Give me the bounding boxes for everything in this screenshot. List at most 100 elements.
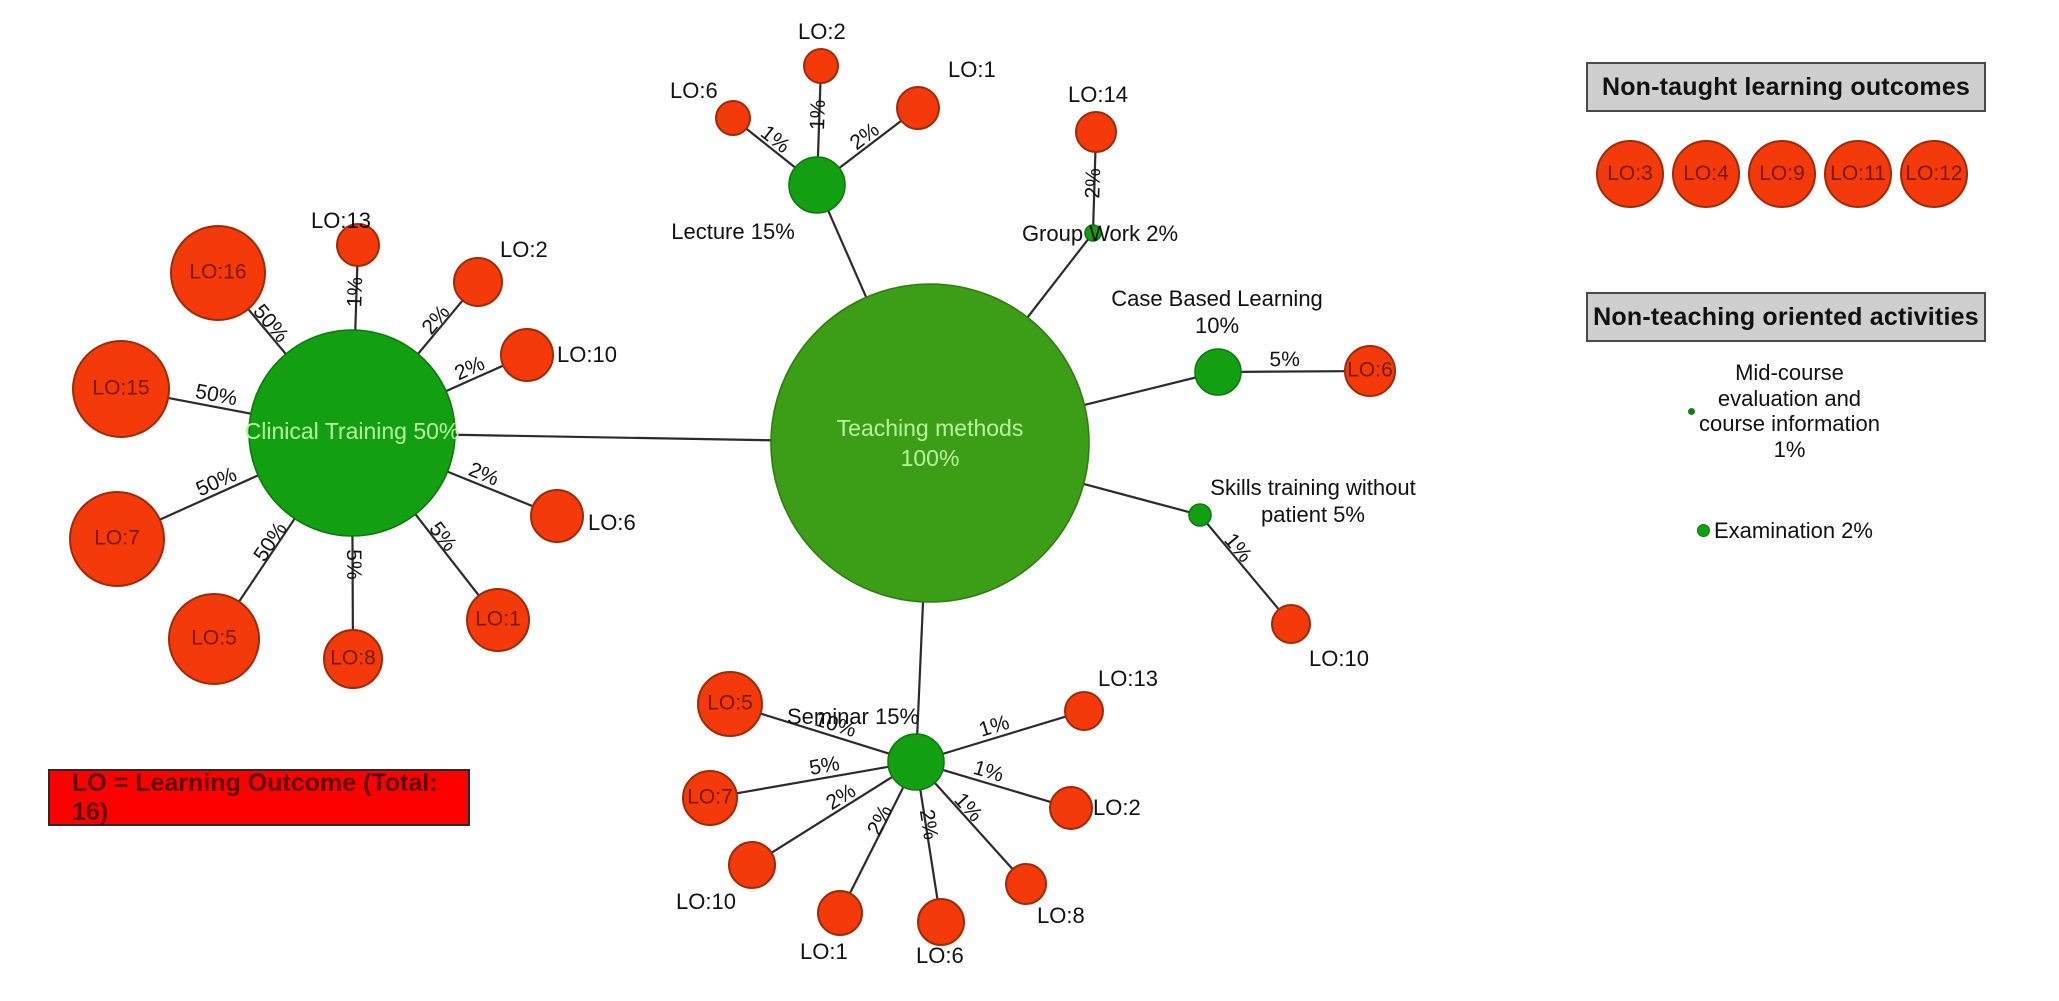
- edge-clinical-training-to-leaf: [167, 396, 252, 415]
- leaf-label-LO-5: LO:5: [191, 627, 237, 650]
- leaf-label-LO-2: LO:2: [798, 19, 846, 44]
- edge-root-to-case-based-learning: [1084, 376, 1196, 407]
- leaf-label-LO-16: LO:16: [189, 261, 246, 284]
- node-leaf-LO-1[interactable]: [817, 890, 863, 936]
- node-teaching-methods-label: Teaching methods: [837, 415, 1024, 441]
- lo-legend-label: LO = Learning Outcome (Total: 16): [72, 768, 438, 826]
- activity-examination-label: Examination 2%: [1714, 518, 1873, 543]
- leaf-label-LO-8: LO:8: [330, 647, 376, 670]
- leaf-label-LO-1: LO:1: [948, 57, 996, 82]
- leaf-label-LO-6: LO:6: [916, 943, 964, 968]
- node-clinical-training[interactable]: [248, 329, 456, 537]
- examination-marker-icon: [1697, 524, 1710, 538]
- leaf-label-LO-2: LO:2: [1093, 795, 1141, 820]
- node-case-based-learning-label: 10%: [1195, 313, 1239, 338]
- leaf-label-LO-13: LO:13: [1098, 666, 1158, 691]
- leaf-label-LO-13: LO:13: [311, 208, 371, 233]
- node-leaf-LO-7[interactable]: [682, 770, 738, 826]
- leaf-label-LO-1: LO:1: [475, 608, 521, 631]
- node-leaf-LO-6[interactable]: [715, 100, 751, 136]
- leaf-label-LO-14: LO:14: [1068, 82, 1128, 107]
- node-leaf-LO-7[interactable]: [69, 491, 165, 587]
- edge-percent-label: 2%: [451, 352, 488, 385]
- edge-lecture-to-leaf: [838, 119, 902, 169]
- node-leaf-LO-15[interactable]: [72, 340, 170, 438]
- node-leaf-LO-2[interactable]: [1049, 786, 1093, 830]
- node-lecture[interactable]: [788, 156, 846, 214]
- edge-seminar-to-leaf: [919, 789, 939, 900]
- edge-clinical-training-to-leaf: [447, 470, 534, 508]
- node-leaf-LO-6[interactable]: [530, 489, 584, 543]
- node-leaf-LO-6[interactable]: [1344, 345, 1396, 397]
- edge-percent-label: 2%: [915, 808, 942, 842]
- node-skills-training[interactable]: [1188, 503, 1212, 527]
- node-leaf-LO-5[interactable]: [697, 671, 763, 737]
- leaf-label-LO-7: LO:7: [687, 786, 733, 809]
- node-leaf-LO-13[interactable]: [336, 223, 380, 267]
- node-skills-training-label: patient 5%: [1261, 502, 1365, 527]
- panel-header-non-teaching: Non-teaching oriented activities: [1586, 292, 1986, 342]
- edge-case-based-learning-to-leaf: [1240, 370, 1346, 373]
- node-case-based-learning[interactable]: [1194, 348, 1242, 396]
- edge-seminar-to-leaf: [770, 775, 893, 854]
- node-leaf-LO-16[interactable]: [170, 225, 266, 321]
- node-leaf-LO-10[interactable]: [1271, 604, 1311, 644]
- edge-percent-label: 2%: [822, 779, 860, 815]
- edge-clinical-training-to-leaf: [414, 513, 480, 597]
- edge-percent-label: 50%: [248, 300, 293, 347]
- node-leaf-LO-10[interactable]: [500, 328, 554, 382]
- node-leaf-LO-13[interactable]: [1064, 691, 1104, 731]
- edge-root-to-seminar: [916, 601, 925, 735]
- node-leaf-LO-1[interactable]: [896, 86, 940, 130]
- node-leaf-LO-2[interactable]: [453, 257, 503, 307]
- edge-percent-label: 1%: [976, 711, 1012, 742]
- node-lecture-label: Lecture 15%: [671, 219, 795, 244]
- node-teaching-methods[interactable]: [770, 283, 1090, 603]
- node-seminar[interactable]: [887, 733, 945, 791]
- panel-header-non-taught: Non-taught learning outcomes: [1586, 62, 1986, 112]
- leaf-label-LO-10: LO:10: [557, 342, 617, 367]
- edge-percent-label: 5%: [808, 752, 842, 780]
- edge-seminar-to-leaf: [736, 765, 889, 795]
- edge-percent-label: 1%: [1219, 529, 1256, 567]
- edge-seminar-to-leaf: [942, 768, 1052, 804]
- lo-legend-box: LO = Learning Outcome (Total: 16): [48, 769, 470, 826]
- edge-root-to-group-work: [1026, 238, 1089, 319]
- non-taught-lo-chip: LO:4: [1672, 140, 1740, 208]
- edge-percent-label: 1%: [806, 99, 830, 130]
- edge-seminar-to-leaf: [760, 712, 890, 755]
- node-group-work[interactable]: [1084, 224, 1102, 242]
- edge-percent-label: 5%: [342, 549, 365, 579]
- edge-percent-label: 5%: [424, 518, 461, 556]
- non-taught-lo-chip: LO:12: [1900, 140, 1968, 208]
- edge-lecture-to-leaf: [816, 82, 822, 158]
- node-leaf-LO-8[interactable]: [323, 629, 383, 689]
- edge-percent-label: 1%: [756, 121, 794, 158]
- activity-mid-course-label: Mid-course evaluation and course informa…: [1699, 360, 1880, 462]
- edge-percent-label: 5%: [1269, 348, 1300, 371]
- panel-header-non-taught-label: Non-taught learning outcomes: [1601, 72, 1971, 101]
- leaf-label-LO-10: LO:10: [1309, 646, 1369, 671]
- non-taught-lo-chip: LO:9: [1748, 140, 1816, 208]
- edge-root-to-clinical-training: [454, 433, 772, 442]
- node-leaf-LO-10[interactable]: [728, 841, 776, 889]
- edge-skills-training-to-leaf: [1206, 522, 1280, 611]
- edge-seminar-to-leaf: [933, 782, 1014, 870]
- activity-mid-course-evaluation: Mid-course evaluation and course informa…: [1688, 360, 1880, 462]
- leaf-label-LO-15: LO:15: [92, 377, 149, 400]
- edge-clinical-training-to-leaf: [238, 517, 296, 603]
- edge-lecture-to-leaf: [745, 127, 796, 169]
- node-leaf-LO-2[interactable]: [803, 48, 839, 84]
- node-leaf-LO-5[interactable]: [168, 593, 260, 685]
- mid-course-marker-icon: [1688, 407, 1695, 415]
- node-leaf-LO-6[interactable]: [917, 898, 965, 946]
- node-leaf-LO-8[interactable]: [1005, 863, 1047, 905]
- node-leaf-LO-14[interactable]: [1075, 111, 1117, 153]
- node-case-based-learning-label: Case Based Learning: [1111, 286, 1323, 311]
- node-leaf-LO-1[interactable]: [466, 588, 530, 652]
- edge-clinical-training-to-leaf: [247, 308, 287, 355]
- edge-percent-label: 50%: [193, 380, 239, 410]
- edge-percent-label: 2%: [863, 802, 897, 839]
